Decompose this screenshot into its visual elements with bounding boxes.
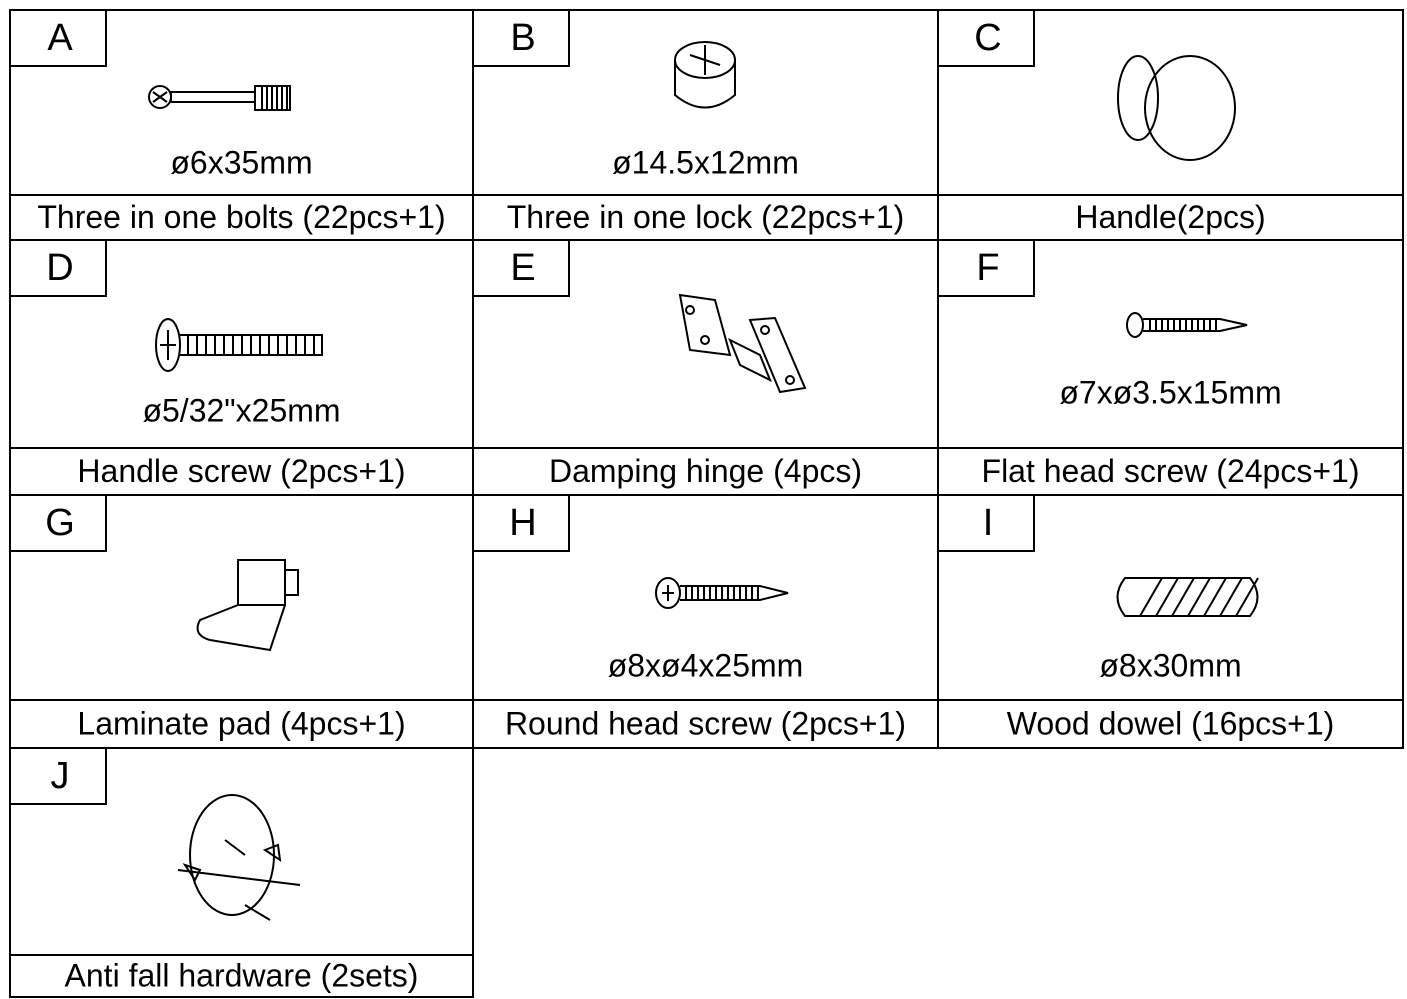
letter-box (472, 9, 570, 67)
icon-part (1187, 577, 1211, 617)
letter-box (9, 747, 107, 805)
icon-part (674, 45, 736, 109)
icon-part (655, 577, 681, 609)
item-cell: G Laminate pad (4pcs+1) (9, 494, 474, 749)
item-name: Anti fall hardware (2sets) (65, 957, 419, 993)
icon-part (1126, 312, 1144, 338)
item-letter: J (51, 755, 70, 797)
item-name: Three in one lock (22pcs+1) (507, 199, 905, 235)
icon-part (700, 335, 710, 345)
icon-part (785, 375, 795, 385)
letter-box (9, 9, 107, 67)
icon-part (152, 85, 291, 111)
cell-border (937, 494, 1404, 749)
letter-box (472, 494, 570, 552)
icon-part (155, 318, 181, 372)
item-letter: I (983, 502, 994, 544)
icon-part (1235, 577, 1259, 617)
item-letter: H (509, 502, 536, 544)
icon-part (177, 839, 301, 921)
item-size: ø7xø3.5x15mm (1059, 374, 1281, 410)
cell-border (9, 747, 474, 998)
icon-part (1143, 318, 1248, 332)
item-name: Wood dowel (16pcs+1) (1007, 705, 1335, 741)
item-size: ø6x35mm (170, 144, 312, 180)
icon-part (1219, 577, 1243, 617)
item-size: ø8xø4x25mm (608, 647, 804, 683)
icon-part (1139, 577, 1163, 617)
item-name: Flat head screw (24pcs+1) (982, 453, 1360, 489)
item-name: Round head screw (2pcs+1) (505, 705, 906, 741)
item-name: Three in one bolts (22pcs+1) (37, 199, 445, 235)
icon-part (685, 305, 695, 315)
letter-box (9, 494, 107, 552)
item-letter: E (510, 247, 535, 289)
item-name: Handle screw (2pcs+1) (77, 453, 405, 489)
item-letter: D (46, 247, 73, 289)
icon-part (1171, 577, 1195, 617)
item-letter: B (510, 17, 535, 59)
item-cell: C Handle(2pcs) (937, 9, 1404, 241)
icon-part (1203, 577, 1227, 617)
item-size: ø5/32"x25mm (142, 392, 340, 428)
letter-box (937, 494, 1035, 552)
letter-box (472, 239, 570, 297)
item-letter: A (47, 17, 73, 59)
letter-box (937, 239, 1035, 297)
icon-part (760, 325, 770, 335)
icon-part (189, 794, 275, 916)
item-name: Damping hinge (4pcs) (549, 453, 862, 489)
item-letter: C (974, 17, 1001, 59)
item-letter: G (45, 502, 75, 544)
item-name: Handle(2pcs) (1075, 199, 1265, 235)
item-cell: E Damping hinge (4pcs) (472, 239, 939, 496)
item-letter: F (976, 247, 999, 289)
icon-part (196, 559, 299, 652)
item-size: ø8x30mm (1099, 647, 1241, 683)
item-cell: Dø5/32"x25mm Handle screw (2pcs+1) (9, 239, 474, 496)
letter-box (9, 239, 107, 297)
icon-part (678, 293, 807, 394)
icon-part (1144, 55, 1236, 161)
item-size: ø14.5x12mm (612, 144, 799, 180)
letter-box (937, 9, 1035, 67)
item-name: Laminate pad (4pcs+1) (77, 705, 405, 741)
item-cell: J Anti fall hardware (2sets) (9, 747, 474, 998)
icon-part (1155, 577, 1179, 617)
icon-part (1116, 577, 1259, 617)
icon-part (1117, 55, 1159, 141)
